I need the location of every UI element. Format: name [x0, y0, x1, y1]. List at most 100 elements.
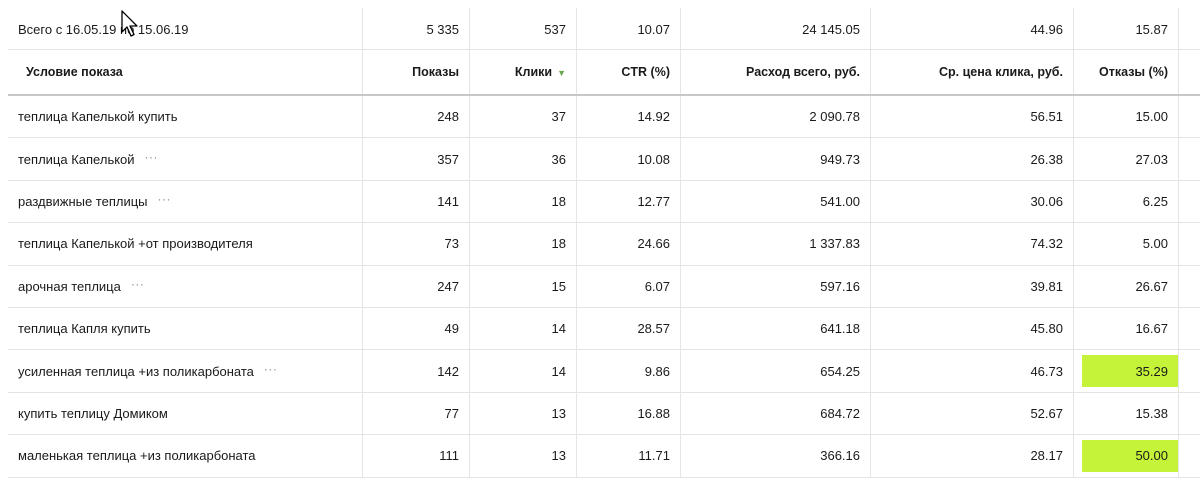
- totals-cost: 24 145.05: [681, 8, 871, 49]
- cell-ctr: 12.77: [577, 180, 681, 223]
- column-header-ctr[interactable]: CTR (%): [577, 50, 681, 94]
- highlight-marker: [1082, 355, 1178, 387]
- cell-cost: 949.73: [681, 138, 871, 180]
- table-row: купить теплицу Домиком 77 13 16.88 684.7…: [8, 392, 1200, 436]
- cell-avg-cpc: 52.67: [871, 392, 1074, 435]
- condition-text: маленькая теплица +из поликарбоната: [18, 448, 256, 464]
- sort-desc-icon: ▼: [557, 68, 566, 78]
- column-header-bounce[interactable]: Отказы (%): [1074, 50, 1179, 94]
- condition-text: теплица Капелькой купить: [18, 109, 178, 125]
- cell-bounce: 26.67: [1074, 265, 1179, 307]
- cell-shows: 77: [363, 392, 470, 435]
- table-row: теплица Капелькой купить 248 37 14.92 2 …: [8, 96, 1200, 139]
- cell-cost: 541.00: [681, 180, 871, 223]
- cell-bounce: 15.38: [1074, 392, 1179, 435]
- cell-bounce-highlighted: 50.00: [1074, 435, 1179, 477]
- cell-condition: маленькая теплица +из поликарбоната: [8, 435, 363, 477]
- cell-shows: 247: [363, 265, 470, 307]
- totals-avg-cpc: 44.96: [871, 8, 1074, 49]
- totals-extra-cell: [1179, 8, 1200, 49]
- more-options-icon[interactable]: ···: [263, 362, 278, 377]
- condition-text: теплица Капля купить: [18, 321, 151, 337]
- cell-condition: усиленная теплица +из поликарбоната ···: [8, 350, 363, 392]
- table-row: арочная теплица ··· 247 15 6.07 597.16 3…: [8, 265, 1200, 308]
- cell-avg-cpc: 28.17: [871, 435, 1074, 477]
- cell-avg-cpc: 46.73: [871, 350, 1074, 392]
- cell-ctr: 11.71: [577, 435, 681, 477]
- cell-avg-cpc: 39.81: [871, 265, 1074, 307]
- cell-ctr: 6.07: [577, 265, 681, 307]
- more-options-icon[interactable]: ···: [130, 277, 145, 292]
- header-extra-cell: [1179, 50, 1200, 94]
- cell-shows: 49: [363, 307, 470, 350]
- mouse-pointer-icon: [121, 10, 138, 37]
- more-options-icon[interactable]: ···: [144, 150, 159, 165]
- cell-clicks: 18: [470, 223, 577, 265]
- table-row: теплица Капелькой ··· 357 36 10.08 949.7…: [8, 138, 1200, 181]
- cell-condition: теплица Капля купить: [8, 307, 363, 350]
- cell-clicks: 36: [470, 138, 577, 180]
- cell-shows: 357: [363, 138, 470, 180]
- cell-shows: 73: [363, 223, 470, 265]
- cell-avg-cpc: 56.51: [871, 96, 1074, 138]
- condition-text: теплица Капелькой: [18, 151, 135, 167]
- cell-condition: купить теплицу Домиком: [8, 392, 363, 435]
- cell-avg-cpc: 26.38: [871, 138, 1074, 180]
- table-header: Условие показа Показы Клики ▼ CTR (%) Ра…: [8, 50, 1200, 96]
- cell-cost: 641.18: [681, 307, 871, 350]
- cell-bounce: 15.00: [1074, 96, 1179, 138]
- condition-text: теплица Капелькой +от производителя: [18, 236, 253, 252]
- cell-bounce: 6.25: [1074, 180, 1179, 223]
- column-header-avg-cpc[interactable]: Ср. цена клика, руб.: [871, 50, 1074, 94]
- cell-clicks: 13: [470, 392, 577, 435]
- totals-row: Всего с 16.05.19 по 15.06.19 5 335 537 1…: [8, 8, 1200, 50]
- cell-clicks: 14: [470, 307, 577, 350]
- bounce-value: 50.00: [1135, 448, 1168, 464]
- cell-ctr: 14.92: [577, 96, 681, 138]
- highlight-marker: [1082, 440, 1178, 472]
- cell-extra: [1179, 96, 1200, 137]
- cell-extra: [1179, 350, 1200, 391]
- cell-condition: теплица Капелькой купить: [8, 96, 363, 138]
- table-row: теплица Капелькой +от производителя 73 1…: [8, 223, 1200, 266]
- cell-condition: теплица Капелькой ···: [8, 138, 363, 180]
- totals-ctr: 10.07: [577, 8, 681, 49]
- column-header-shows[interactable]: Показы: [363, 50, 470, 94]
- cell-clicks: 15: [470, 265, 577, 307]
- condition-text: арочная теплица: [18, 278, 121, 294]
- totals-clicks: 537: [470, 8, 577, 49]
- table-row: маленькая теплица +из поликарбоната 111 …: [8, 435, 1200, 478]
- cell-clicks: 37: [470, 96, 577, 138]
- cell-avg-cpc: 45.80: [871, 307, 1074, 350]
- cell-cost: 1 337.83: [681, 223, 871, 265]
- bounce-value: 35.29: [1135, 363, 1168, 379]
- cell-cost: 2 090.78: [681, 96, 871, 138]
- column-header-cost[interactable]: Расход всего, руб.: [681, 50, 871, 94]
- cell-extra: [1179, 181, 1200, 222]
- more-options-icon[interactable]: ···: [157, 192, 172, 207]
- cell-clicks: 13: [470, 435, 577, 477]
- cell-avg-cpc: 30.06: [871, 180, 1074, 223]
- cell-cost: 684.72: [681, 392, 871, 435]
- column-header-clicks[interactable]: Клики ▼: [470, 50, 577, 94]
- column-header-clicks-label: Клики: [514, 65, 553, 79]
- table-row: раздвижные теплицы ··· 141 18 12.77 541.…: [8, 180, 1200, 224]
- totals-shows: 5 335: [363, 8, 470, 49]
- cell-condition: теплица Капелькой +от производителя: [8, 223, 363, 265]
- condition-text: раздвижные теплицы: [18, 193, 148, 209]
- cell-shows: 111: [363, 435, 470, 477]
- cell-extra: [1179, 223, 1200, 264]
- totals-label: Всего с 16.05.19 по 15.06.19: [8, 8, 363, 49]
- cell-ctr: 10.08: [577, 138, 681, 180]
- column-header-condition[interactable]: Условие показа: [8, 50, 363, 94]
- cell-shows: 248: [363, 96, 470, 138]
- table-row: усиленная теплица +из поликарбоната ··· …: [8, 350, 1200, 393]
- cell-extra: [1179, 138, 1200, 179]
- cell-extra: [1179, 393, 1200, 434]
- cell-ctr: 28.57: [577, 307, 681, 350]
- condition-text: усиленная теплица +из поликарбоната: [18, 363, 254, 379]
- cell-shows: 142: [363, 350, 470, 392]
- table-row: теплица Капля купить 49 14 28.57 641.18 …: [8, 307, 1200, 351]
- cell-clicks: 18: [470, 180, 577, 223]
- cell-extra: [1179, 435, 1200, 476]
